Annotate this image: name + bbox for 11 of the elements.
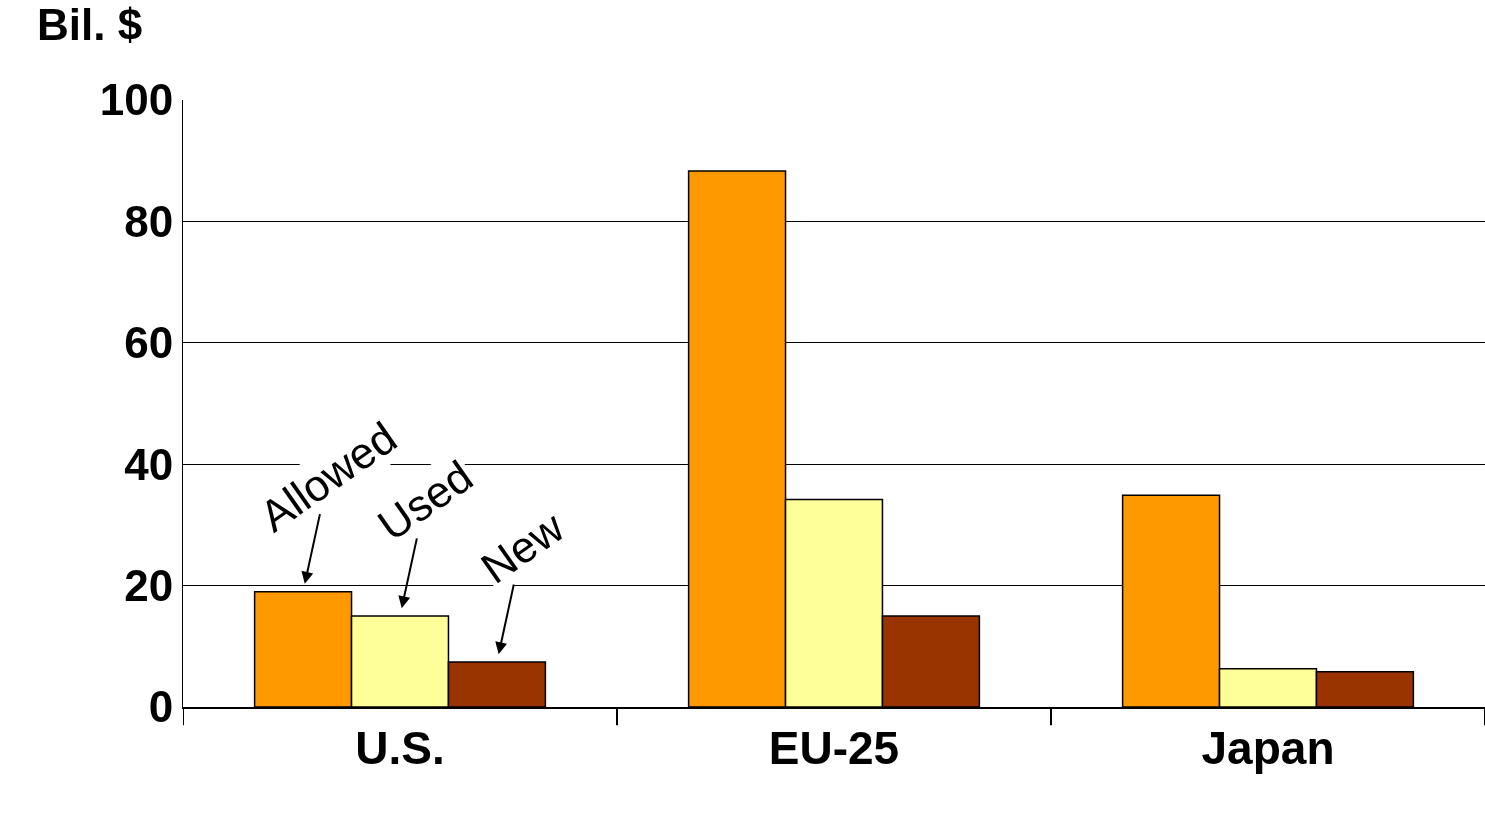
y-axis-title: Bil. $ <box>37 0 143 49</box>
text: New <box>472 501 573 593</box>
y-tick-label: 0 <box>148 682 174 732</box>
x-tick-label: Japan <box>1201 722 1335 775</box>
y-tick-label: 20 <box>124 561 174 610</box>
y-tick-label: 100 <box>99 75 174 125</box>
x-tick-label: U.S. <box>355 722 445 775</box>
y-tick-label: 60 <box>124 318 174 368</box>
y-tick-label: 40 <box>124 439 174 489</box>
y-tick-label: 80 <box>124 196 174 246</box>
x-tick-label: EU-25 <box>768 722 900 775</box>
